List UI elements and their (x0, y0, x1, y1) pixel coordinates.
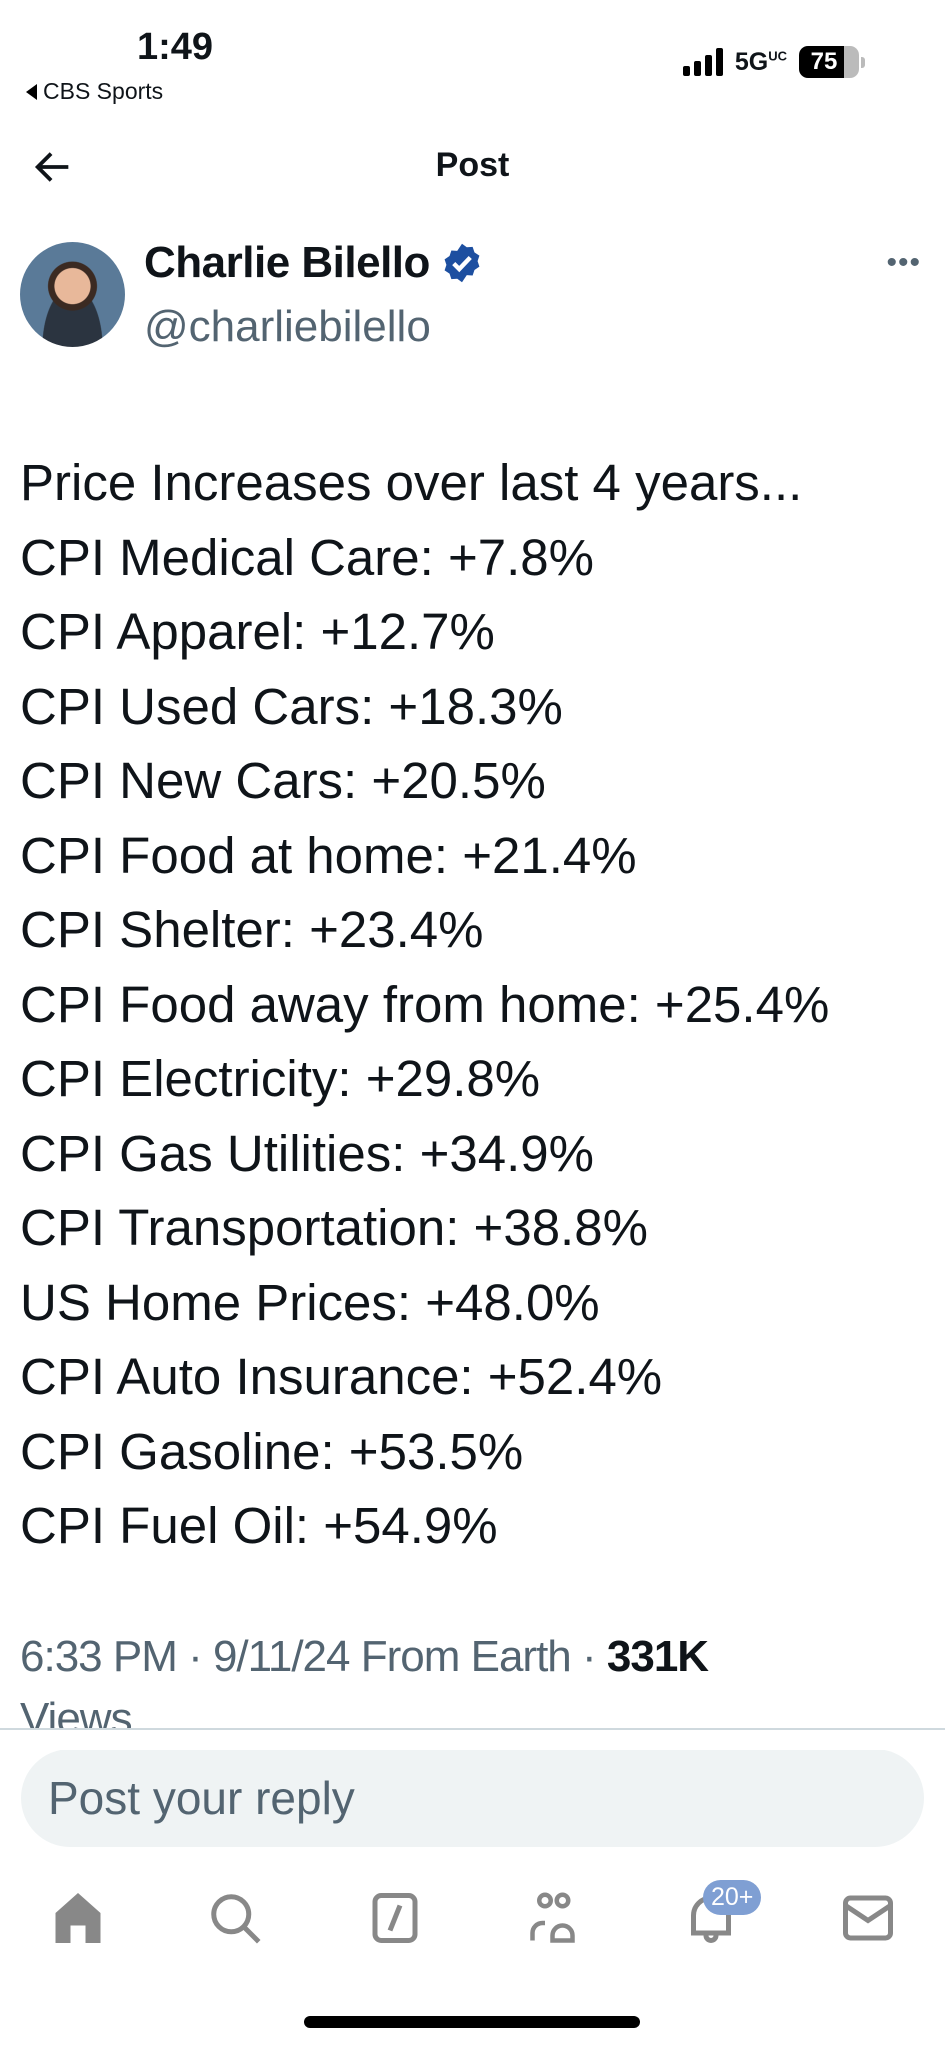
avatar[interactable] (20, 242, 125, 347)
post-line: CPI Gas Utilities: +34.9% (20, 1124, 594, 1182)
post-line: CPI Used Cars: +18.3% (20, 677, 563, 735)
battery-level: 75 (799, 46, 859, 78)
post-line: Price Increases over last 4 years... (20, 454, 803, 511)
back-app-label: CBS Sports (43, 78, 164, 104)
back-arrow-icon[interactable] (30, 144, 76, 190)
network-label: 5GUC (734, 47, 787, 76)
more-options-icon[interactable]: ••• (886, 246, 921, 279)
messages-icon[interactable] (838, 1888, 898, 1948)
verified-badge-icon (444, 243, 480, 283)
post-line: CPI Electricity: +29.8% (20, 1050, 541, 1107)
post-line: CPI Transportation: +38.8% (20, 1199, 648, 1256)
battery-icon: 75 (799, 46, 865, 78)
post-timestamp[interactable]: 6:33 PM · 9/11/24 From Earth · (20, 1632, 607, 1681)
post-line: CPI New Cars: +20.5% (20, 752, 546, 809)
author-name-row[interactable]: Charlie Bilello (144, 238, 484, 288)
notifications-badge: 20+ (703, 1880, 762, 1915)
post-line: CPI Fuel Oil: +54.9% (20, 1497, 498, 1554)
signal-icon (682, 48, 723, 76)
grok-icon[interactable] (365, 1888, 425, 1948)
post-line: CPI Apparel: +12.7% (20, 603, 495, 660)
views-count[interactable]: 331K (606, 1632, 709, 1681)
author-handle[interactable]: @charliebilello (144, 302, 431, 351)
home-indicator[interactable] (304, 2016, 640, 2028)
communities-icon[interactable] (525, 1888, 585, 1948)
post-line: CPI Auto Insurance: +52.4% (20, 1348, 663, 1405)
search-icon[interactable] (205, 1888, 265, 1948)
status-time: 1:49 (137, 26, 214, 68)
back-to-app[interactable]: CBS Sports (26, 78, 163, 105)
post-line: CPI Shelter: +23.4% (20, 901, 484, 958)
post-line: CPI Food at home: +21.4% (20, 826, 637, 884)
home-icon[interactable] (48, 1888, 108, 1948)
author-name[interactable]: Charlie Bilello (144, 238, 430, 287)
reply-input[interactable]: Post your reply (21, 1749, 924, 1847)
status-icons: 5GUC 75 (682, 46, 865, 78)
post-meta: 6:33 PM · 9/11/24 From Earth · 331K Views (20, 1626, 920, 1750)
divider (0, 1728, 945, 1730)
post-line: CPI Food away from home: +25.4% (20, 975, 830, 1033)
reply-placeholder: Post your reply (48, 1772, 355, 1824)
back-triangle-icon (26, 83, 37, 100)
post-line: CPI Medical Care: +7.8% (20, 528, 594, 586)
post-text: Price Increases over last 4 years... CPI… (20, 446, 829, 1564)
post-line: CPI Gasoline: +53.5% (20, 1422, 524, 1480)
post-line: US Home Prices: +48.0% (20, 1273, 600, 1331)
page-title: Post (435, 146, 510, 184)
